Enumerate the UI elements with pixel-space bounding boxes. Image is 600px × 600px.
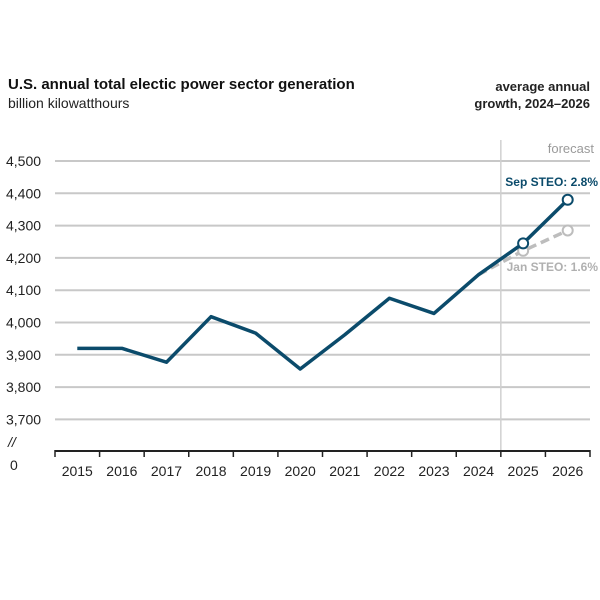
y-tick-label: 3,700: [6, 411, 41, 427]
y-tick-label: 4,200: [6, 250, 41, 266]
x-tick-label: 2019: [240, 463, 271, 479]
jan-steo-marker: [561, 224, 574, 237]
sep-steo-marker: [517, 237, 530, 250]
x-tick-label: 2022: [374, 463, 405, 479]
x-tick-label: 2015: [62, 463, 93, 479]
y-tick-label: 0: [10, 457, 18, 473]
chart-title: U.S. annual total electic power sector g…: [8, 76, 355, 93]
y-tick-label: 3,800: [6, 379, 41, 395]
x-tick-label: 2016: [106, 463, 137, 479]
y-tick-label: 4,100: [6, 282, 41, 298]
sep-steo-marker: [561, 193, 574, 206]
y-tick-label: 4,000: [6, 315, 41, 331]
sep-steo-label: Sep STEO: 2.8%: [505, 175, 598, 189]
jan-steo-label: Jan STEO: 1.6%: [507, 260, 599, 274]
x-tick-label: 2018: [195, 463, 226, 479]
y-tick-label: 4,500: [6, 153, 41, 169]
growth-note-line1: average annual: [495, 79, 590, 94]
x-tick-label: 2023: [418, 463, 449, 479]
x-tick-label: 2024: [463, 463, 494, 479]
y-axis-break: //: [7, 434, 18, 450]
forecast-label: forecast: [548, 141, 595, 156]
x-tick-label: 2017: [151, 463, 182, 479]
x-tick-label: 2021: [329, 463, 360, 479]
x-tick-label: 2025: [508, 463, 539, 479]
growth-note: average annual growth, 2024–2026: [440, 78, 590, 112]
chart-subtitle: billion kilowatthours: [8, 95, 130, 111]
y-tick-label: 4,400: [6, 185, 41, 201]
growth-note-line2: growth, 2024–2026: [474, 96, 590, 111]
y-tick-label: 4,300: [6, 218, 41, 234]
x-tick-label: 2020: [285, 463, 316, 479]
x-tick-label: 2026: [552, 463, 583, 479]
y-tick-label: 3,900: [6, 347, 41, 363]
sep-steo-line: [77, 198, 569, 371]
